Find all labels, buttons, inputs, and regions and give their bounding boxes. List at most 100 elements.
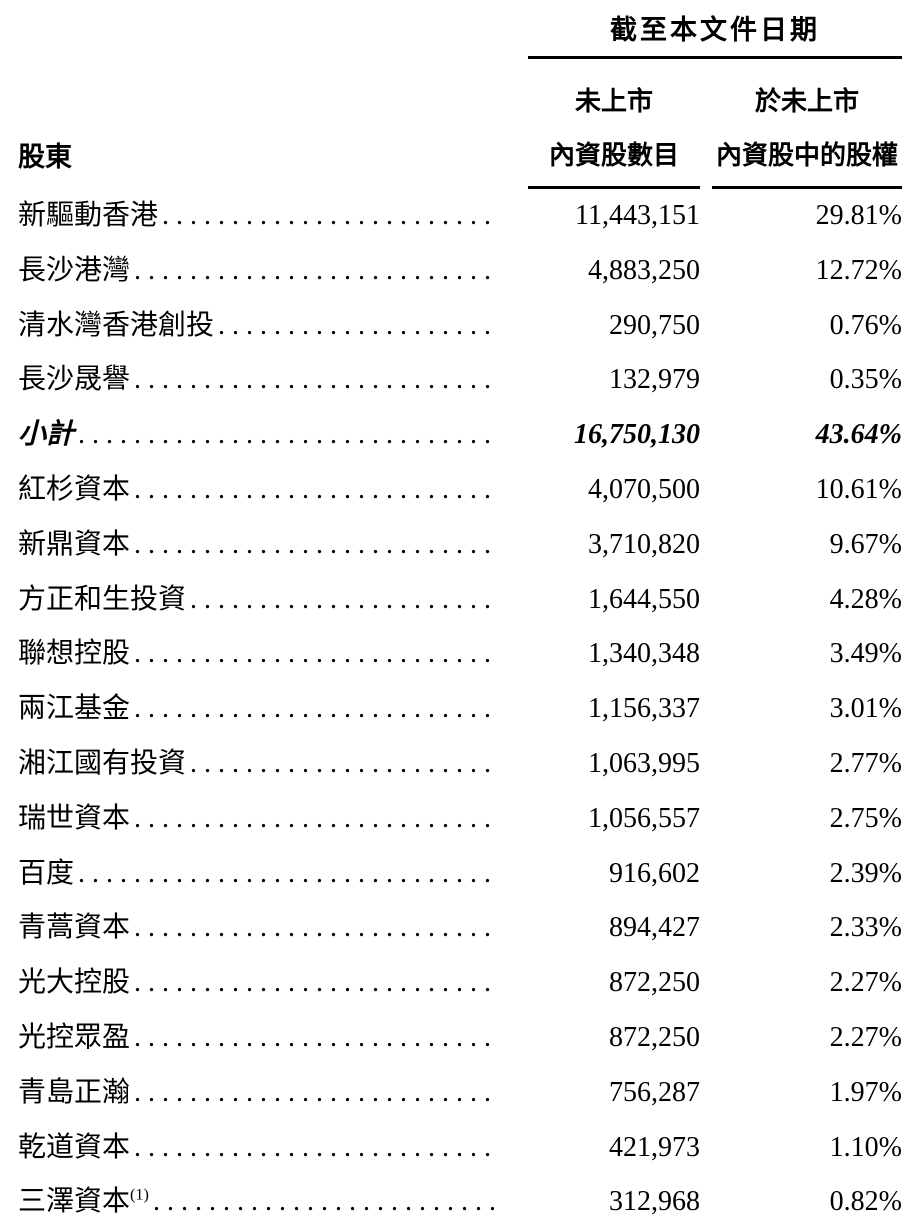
shares-count: 312,968 [609, 1186, 700, 1218]
equity-percentage: 2.77% [829, 747, 902, 779]
shareholder-name-cell: 百度 [18, 847, 516, 902]
table-row: 青島正瀚 756,287 1.97% [18, 1066, 902, 1121]
shareholder-name-cell: 紅杉資本 [18, 463, 516, 518]
leader-dots [134, 1066, 494, 1121]
shareholder-name-text: 長沙晟譽 [18, 364, 131, 396]
shareholder-name: 聯想控股 [18, 627, 130, 682]
leader-dots [134, 1121, 494, 1176]
equity-percentage: 9.67% [829, 528, 902, 560]
shareholder-name-text: 紅杉資本 [18, 473, 131, 505]
leader-dots [134, 518, 494, 573]
shares-count: 11,443,151 [575, 200, 700, 231]
footnote-marker: (1) [130, 1186, 149, 1205]
equity-percentage: 12.72% [815, 254, 902, 286]
equity-percentage: 43.64% [815, 419, 902, 451]
equity-percentage: 4.28% [829, 583, 902, 615]
shares-count: 872,250 [609, 967, 700, 999]
equity-percentage: 1.97% [829, 1076, 902, 1108]
col-header-line: 內資股數目 [548, 141, 679, 170]
shareholder-name-cell: 小計 [18, 408, 516, 463]
table-row: 百度 916,602 2.39% [18, 847, 902, 902]
shareholder-name: 光大控股 [18, 956, 130, 1011]
leader-dots [134, 463, 494, 518]
shareholder-name: 青島正瀚 [18, 1066, 130, 1121]
shareholder-name-cell: 清水灣香港創投 [18, 299, 516, 354]
shareholder-name-text: 乾道資本 [18, 1131, 131, 1163]
table-row: 新鼎資本 3,710,820 9.67% [18, 518, 902, 573]
shares-count: 872,250 [609, 1021, 700, 1053]
shareholder-name: 長沙晟譽 [18, 353, 130, 408]
table-body: 新驅動香港 11,443,151 29.81% 長沙港灣 4,883,250 12.72%… [18, 189, 902, 1228]
shareholder-name-cell: 青蒿資本 [18, 901, 516, 956]
shareholder-name-text: 方正和生投資 [18, 583, 187, 615]
table-row: 乾道資本 421,973 1.10% [18, 1121, 902, 1176]
col-header-line: 於未上市 [754, 87, 859, 116]
shareholder-name-text: 小計 [18, 419, 75, 451]
shareholder-name-cell: 瑞世資本 [18, 792, 516, 847]
shares-count: 421,973 [609, 1131, 700, 1163]
leader-dots [190, 737, 494, 792]
column-spanner: 截至本文件日期 [528, 8, 902, 59]
table-row: 兩江基金 1,156,337 3.01% [18, 682, 902, 737]
shareholder-name-cell: 光控眾盈 [18, 1011, 516, 1066]
table-row: 光大控股 872,250 2.27% [18, 956, 902, 1011]
leader-dots [78, 408, 494, 463]
shareholder-name: 瑞世資本 [18, 792, 130, 847]
shareholder-name-cell: 方正和生投資 [18, 573, 516, 628]
shares-count: 916,602 [609, 857, 700, 889]
shareholder-name-cell: 聯想控股 [18, 627, 516, 682]
spanner-label: 截至本文件日期 [610, 15, 820, 45]
leader-dots [134, 1011, 494, 1066]
shares-count: 1,644,550 [588, 583, 700, 615]
shareholder-name-cell: 乾道資本 [18, 1121, 516, 1176]
shareholder-name-cell: 長沙港灣 [18, 244, 516, 299]
shareholder-name-text: 青島正瀚 [18, 1076, 131, 1108]
shares-count: 1,156,337 [588, 693, 700, 725]
table-row: 紅杉資本 4,070,500 10.61% [18, 463, 902, 518]
shares-count: 1,340,348 [588, 638, 700, 670]
shares-count: 1,056,557 [588, 802, 700, 834]
col-header-line: 未上市 [574, 87, 653, 116]
shareholder-name: 長沙港灣 [18, 244, 130, 299]
table-column-headers: 股東 未上市 內資股數目 於未上市 內資股中的股權 [18, 75, 902, 189]
equity-percentage: 29.81% [815, 200, 902, 231]
leader-dots [134, 244, 494, 299]
shareholder-name-text: 三澤資本 [18, 1186, 131, 1218]
table-row: 青蒿資本 894,427 2.33% [18, 901, 902, 956]
shareholder-name-cell: 三澤資本(1) [18, 1175, 516, 1228]
leader-dots [134, 627, 494, 682]
shareholder-name: 方正和生投資 [18, 573, 186, 628]
shareholder-name-text: 清水灣香港創投 [18, 309, 215, 341]
leader-dots [78, 847, 494, 902]
table-row: 小計 16,750,130 43.64% [18, 408, 902, 463]
shareholder-name: 清水灣香港創投 [18, 299, 214, 354]
leader-dots [218, 299, 494, 354]
shareholder-name-text: 新驅動香港 [18, 200, 159, 231]
shares-count: 4,070,500 [588, 473, 700, 505]
shareholder-name-cell: 光大控股 [18, 956, 516, 1011]
table-row: 光控眾盈 872,250 2.27% [18, 1011, 902, 1066]
shareholder-name: 紅杉資本 [18, 463, 130, 518]
shares-count: 756,287 [609, 1076, 700, 1108]
shareholder-name-cell: 長沙晟譽 [18, 353, 516, 408]
col-header-equity-percentage: 於未上市 內資股中的股權 [712, 75, 902, 189]
col-header-unlisted-shares: 未上市 內資股數目 [528, 75, 700, 189]
table-row: 方正和生投資 1,644,550 4.28% [18, 573, 902, 628]
table-row: 湘江國有投資 1,063,995 2.77% [18, 737, 902, 792]
leader-dots [134, 682, 494, 737]
shareholder-name: 湘江國有投資 [18, 737, 186, 792]
leader-dots [134, 353, 494, 408]
shareholder-name: 百度 [18, 847, 74, 902]
row-header-shareholder: 股東 [18, 130, 516, 189]
table-row: 三澤資本(1) 312,968 0.82% [18, 1175, 902, 1228]
shareholder-name-cell: 湘江國有投資 [18, 737, 516, 792]
table-row: 聯想控股 1,340,348 3.49% [18, 627, 902, 682]
leader-dots [134, 792, 494, 847]
equity-percentage: 10.61% [815, 473, 902, 505]
shareholder-name-text: 長沙港灣 [18, 254, 131, 286]
shareholder-name-text: 兩江基金 [18, 693, 131, 725]
leader-dots [134, 956, 494, 1011]
shareholder-name: 小計 [18, 408, 74, 463]
table-row: 長沙港灣 4,883,250 12.72% [18, 244, 902, 299]
